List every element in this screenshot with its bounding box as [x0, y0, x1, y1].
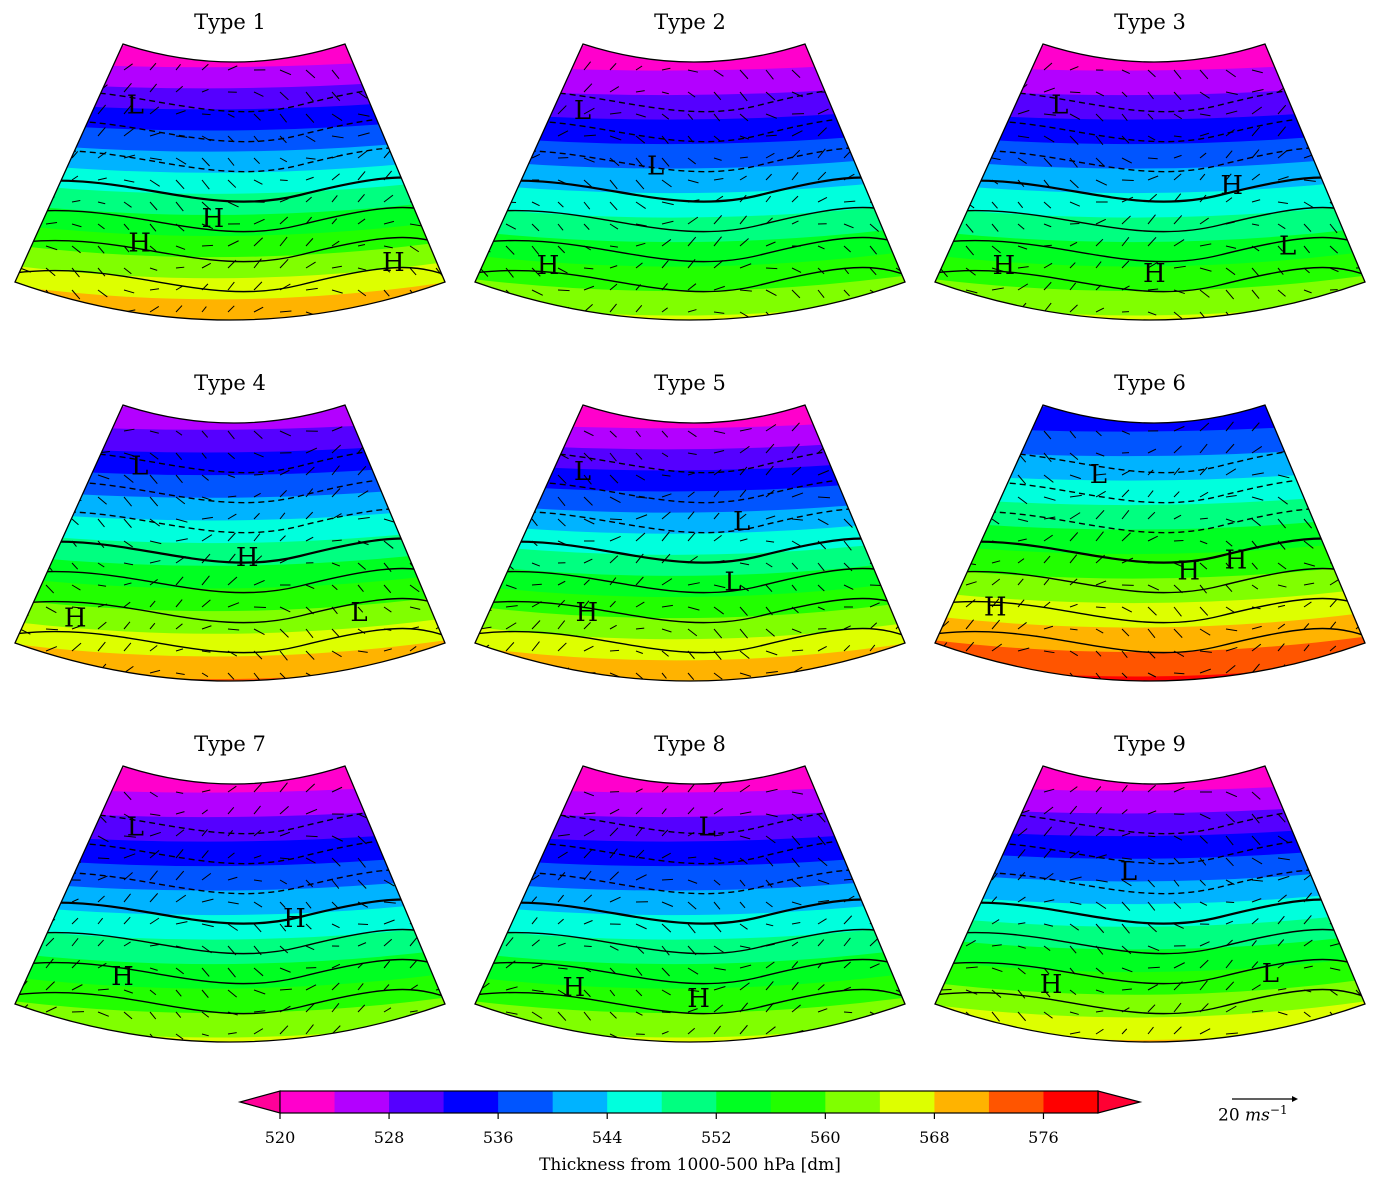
low-pressure-label: L: [1090, 460, 1107, 490]
high-pressure-label: H: [575, 598, 598, 628]
colorbar-label: Thickness from 1000-500 hPa [dm]: [539, 1155, 841, 1175]
high-pressure-label: H: [1040, 970, 1063, 1000]
colorbar-segment: [934, 1091, 990, 1113]
map-panel: Type 1 L H H H: [0, 0, 460, 361]
colorbar-segment: [389, 1091, 445, 1113]
low-pressure-label: L: [1051, 91, 1068, 121]
colorbar-segment: [1043, 1091, 1099, 1113]
thickness-map: L L L H: [474, 404, 906, 682]
colorbar-tick-label: 536: [482, 1128, 514, 1147]
colorbar-tick-label: 528: [373, 1128, 405, 1147]
high-pressure-label: H: [1220, 171, 1243, 201]
thickness-map: L H H H L: [934, 43, 1366, 321]
colorbar-tick-label: 560: [810, 1128, 841, 1147]
map-panel: Type 4 L H H L: [0, 361, 460, 722]
panel-title: Type 8: [654, 732, 726, 756]
quiver-key: 20 ms−1: [1210, 1093, 1310, 1133]
colorbar-segment: [825, 1091, 881, 1113]
high-pressure-label: H: [984, 592, 1007, 622]
colorbar-segment: [879, 1091, 935, 1113]
colorbar-extend-low: [237, 1090, 281, 1114]
colorbar-segment: [280, 1091, 336, 1113]
map-panel: Type 2 L L H: [460, 0, 920, 361]
quiver-key-arrow-icon: [1232, 1096, 1298, 1102]
map-panel: Type 5 L L L H: [460, 361, 920, 722]
thickness-map: L H L: [934, 765, 1366, 1043]
low-pressure-label: L: [350, 598, 367, 628]
panel-title: Type 7: [194, 732, 266, 756]
high-pressure-label: H: [201, 204, 224, 234]
quiver-key-label: 20 ms−1: [1218, 1103, 1288, 1126]
panel-title: Type 2: [654, 10, 726, 34]
thickness-map: L H H H: [14, 43, 446, 321]
colorbar: 520 528 536 544 552 560 568 576 Thickness from …: [230, 1085, 1150, 1185]
map-panel: Type 8 L H H: [460, 722, 920, 1083]
quiver-key-value: 20: [1218, 1105, 1240, 1126]
high-pressure-label: H: [1177, 557, 1200, 587]
colorbar-segment: [334, 1091, 390, 1113]
high-pressure-label: H: [992, 251, 1015, 281]
panel-title: Type 5: [654, 371, 726, 395]
low-pressure-label: L: [699, 813, 716, 843]
colorbar-tick-label: 544: [591, 1128, 623, 1147]
low-pressure-label: L: [131, 452, 148, 482]
colorbar-extend-high: [1097, 1090, 1143, 1114]
low-pressure-label: L: [724, 568, 741, 598]
high-pressure-label: H: [382, 248, 405, 278]
high-pressure-label: H: [236, 543, 259, 573]
high-pressure-label: H: [1225, 546, 1248, 576]
low-pressure-label: L: [733, 507, 750, 537]
colorbar-segment: [988, 1091, 1044, 1113]
colorbar-segment: [661, 1091, 717, 1113]
high-pressure-label: H: [111, 962, 134, 992]
colorbar-segment: [552, 1091, 608, 1113]
quiver-key-exponent: −1: [1269, 1103, 1288, 1117]
low-pressure-label: L: [127, 91, 144, 121]
panel-title: Type 3: [1114, 10, 1186, 34]
thickness-map: L H H: [474, 765, 906, 1043]
colorbar-tick-label: 568: [919, 1128, 950, 1147]
quiver-key-unit: ms: [1245, 1105, 1270, 1126]
colorbar-segment: [770, 1091, 826, 1113]
low-pressure-label: L: [1120, 857, 1137, 887]
thickness-map: L H H L: [14, 404, 446, 682]
panel-title: Type 6: [1114, 371, 1186, 395]
colorbar-bar: [237, 1090, 1143, 1119]
low-pressure-label: L: [1262, 959, 1279, 989]
colorbar-tick-label: 520: [264, 1128, 296, 1147]
high-pressure-label: H: [128, 229, 151, 259]
low-pressure-label: L: [574, 457, 591, 487]
colorbar-segment: [716, 1091, 772, 1113]
map-panel: Type 7 L H H: [0, 722, 460, 1083]
thickness-map: L H H: [14, 765, 446, 1043]
low-pressure-label: L: [574, 96, 591, 126]
colorbar-tick-label: 576: [1028, 1128, 1059, 1147]
high-pressure-label: H: [537, 251, 560, 281]
low-pressure-label: L: [647, 151, 664, 181]
colorbar-segment: [498, 1091, 554, 1113]
thickness-map: L L H: [474, 43, 906, 321]
high-pressure-label: H: [1143, 259, 1166, 289]
high-pressure-label: H: [64, 604, 87, 634]
high-pressure-label: H: [563, 973, 586, 1003]
colorbar-segment: [443, 1091, 499, 1113]
map-panel: Type 9 L H L: [920, 722, 1380, 1083]
colorbar-tick-label: 552: [700, 1128, 732, 1147]
low-pressure-label: L: [127, 813, 144, 843]
map-panel: Type 3 L H H H L: [920, 0, 1380, 361]
panel-title: Type 9: [1114, 732, 1186, 756]
low-pressure-label: L: [1279, 231, 1296, 261]
high-pressure-label: H: [283, 904, 306, 934]
panel-title: Type 4: [194, 371, 266, 395]
panel-title: Type 1: [194, 10, 266, 34]
colorbar-segment: [607, 1091, 663, 1113]
high-pressure-label: H: [687, 984, 710, 1014]
